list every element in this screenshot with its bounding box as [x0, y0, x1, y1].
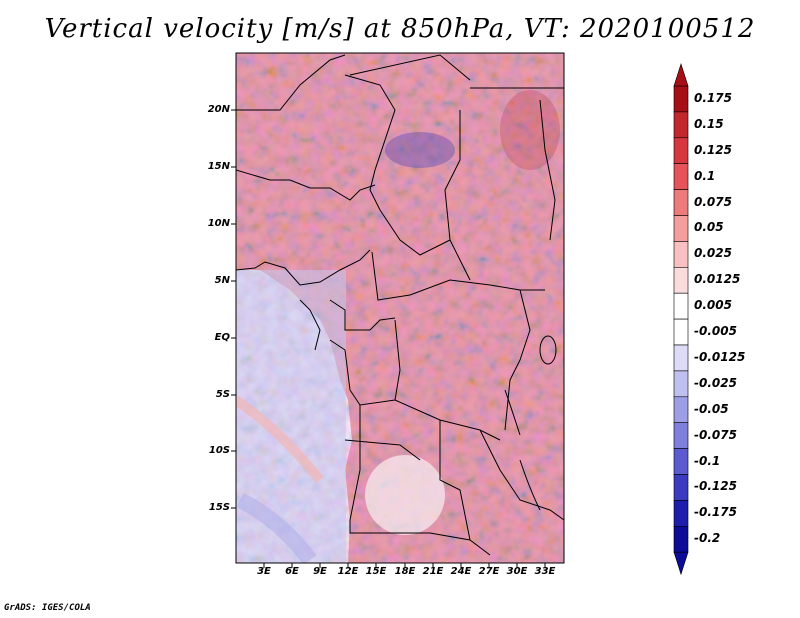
- lon-label-27e: 27E: [478, 566, 500, 577]
- colorbar-swatch: [673, 163, 689, 190]
- colorbar-level-label: 0.15: [694, 116, 724, 131]
- colorbar-swatch: [673, 215, 689, 242]
- colorbar-swatch: [673, 474, 689, 501]
- lat-label-10n: 10N: [207, 218, 230, 229]
- colorbar-swatch: [673, 500, 689, 527]
- colorbar-level-label: -0.175: [694, 505, 737, 520]
- lat-label-20n: 20N: [207, 104, 230, 115]
- colorbar-swatch: [673, 525, 689, 553]
- colorbar-swatch: [673, 396, 689, 423]
- lakes: [504, 335, 557, 511]
- colorbar-swatch: [673, 292, 689, 320]
- colorbar-level-label: -0.005: [694, 324, 737, 339]
- axis-ticks: [231, 109, 546, 568]
- colorbar-min-arrow: [673, 551, 689, 576]
- colorbar-level-label: 0.0125: [694, 272, 741, 287]
- colorbar-level-label: -0.1: [694, 453, 721, 468]
- lat-label-15s: 15S: [208, 502, 230, 513]
- lon-label-30e: 30E: [506, 566, 528, 577]
- colorbar-level-label: -0.2: [694, 531, 721, 546]
- lon-label-15e: 15E: [365, 566, 387, 577]
- colorbar-level-label: 0.175: [694, 90, 732, 105]
- plot-area: [236, 53, 564, 563]
- colorbar-swatch: [673, 448, 689, 475]
- colorbar-level-label: -0.025: [694, 375, 737, 390]
- colorbar-swatch: [673, 266, 689, 294]
- lon-label-21e: 21E: [422, 566, 444, 577]
- colorbar-swatch: [673, 344, 689, 372]
- colorbar-swatch: [673, 422, 689, 449]
- plot-frame: [235, 52, 565, 564]
- map-title: Vertical velocity [m/s] at 850hPa, VT: 2…: [44, 14, 756, 44]
- colorbar-swatch: [673, 111, 689, 139]
- colorbar-swatch: [673, 189, 689, 216]
- colorbar-swatch: [673, 318, 689, 346]
- colorbar-max-arrow: [673, 63, 689, 87]
- colorbar-level-label: -0.125: [694, 479, 737, 494]
- lon-label-6e: 6E: [285, 566, 299, 577]
- lon-label-33e: 33E: [534, 566, 556, 577]
- lat-label-5s: 5S: [215, 389, 230, 400]
- lat-label-10s: 10S: [208, 445, 230, 456]
- colorbar-level-label: -0.05: [694, 401, 729, 416]
- lon-label-18e: 18E: [394, 566, 416, 577]
- colorbar-level-label: 0.05: [694, 220, 724, 235]
- lat-label-5n: 5N: [214, 275, 230, 286]
- colorbar-level-label: 0.075: [694, 194, 732, 209]
- colorbar-swatch: [673, 137, 689, 165]
- colorbar-level-label: 0.125: [694, 142, 732, 157]
- colorbar-level-label: 0.005: [694, 298, 732, 313]
- colorbar-swatch: [673, 85, 689, 113]
- lon-label-9e: 9E: [313, 566, 327, 577]
- country-borders: [236, 54, 564, 556]
- lon-label-12e: 12E: [337, 566, 359, 577]
- lat-label-15n: 15N: [207, 161, 230, 172]
- colorbar: [673, 63, 689, 576]
- lat-label-eq: EQ: [214, 332, 230, 343]
- grads-credit: GrADS: IGES/COLA: [4, 603, 91, 613]
- colorbar-level-label: 0.1: [694, 168, 716, 183]
- colorbar-swatch: [673, 241, 689, 268]
- colorbar-level-label: 0.025: [694, 246, 732, 261]
- colorbar-level-label: -0.0125: [694, 349, 746, 364]
- lon-label-24e: 24E: [450, 566, 472, 577]
- colorbar-level-label: -0.075: [694, 427, 737, 442]
- colorbar-swatch: [673, 370, 689, 398]
- lon-label-3e: 3E: [257, 566, 271, 577]
